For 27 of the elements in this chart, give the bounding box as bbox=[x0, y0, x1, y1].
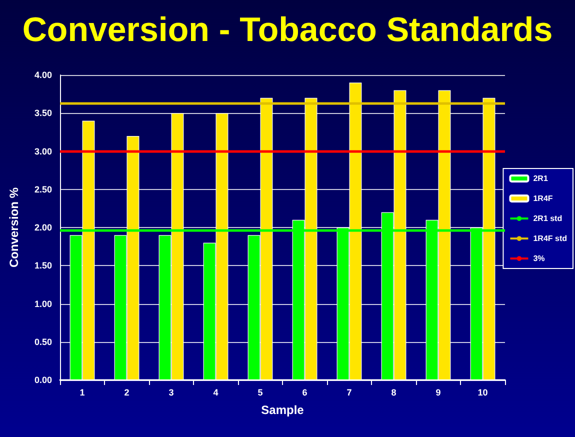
x-tick-label: 10 bbox=[478, 388, 488, 398]
y-tick-label: 0.50 bbox=[34, 336, 52, 347]
x-tick-label: 7 bbox=[346, 388, 352, 398]
chart-title: Conversion - Tobacco Standards bbox=[22, 11, 553, 49]
y-axis-title: Conversion % bbox=[7, 187, 21, 268]
y-tick-label: 4.00 bbox=[34, 70, 52, 80]
y-tick-label: 2.50 bbox=[34, 184, 52, 194]
legend-label: 1R4F std bbox=[533, 234, 568, 243]
y-tick-label: 1.50 bbox=[34, 260, 52, 271]
y-tick-label: 1.00 bbox=[34, 298, 52, 309]
x-tick-label: 4 bbox=[213, 388, 218, 398]
x-tick-label: 6 bbox=[302, 388, 308, 398]
legend-label: 2R1 bbox=[533, 174, 548, 183]
x-tick-label: 5 bbox=[258, 388, 263, 398]
y-tick-label: 0.00 bbox=[34, 375, 52, 385]
legend-label: 2R1 std bbox=[533, 214, 562, 223]
x-axis-title: Sample bbox=[261, 403, 304, 417]
y-tick-label: 2.00 bbox=[34, 222, 52, 232]
legend-label: 3% bbox=[533, 254, 545, 263]
x-tick-label: 3 bbox=[168, 388, 174, 398]
y-tick-label: 3.50 bbox=[34, 108, 52, 118]
x-tick-label: 9 bbox=[436, 388, 441, 398]
x-tick-label: 1 bbox=[80, 388, 85, 398]
y-tick-label: 3.00 bbox=[34, 146, 52, 156]
legend-label: 1R4F bbox=[533, 194, 553, 203]
x-tick-label: 2 bbox=[124, 388, 130, 398]
x-tick-label: 8 bbox=[391, 388, 396, 398]
